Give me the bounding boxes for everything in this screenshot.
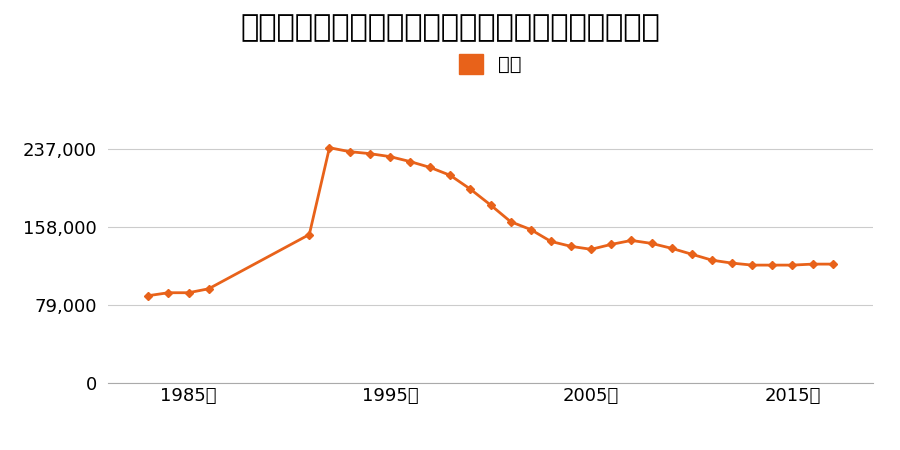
Text: 大阪府大東市中垣内７丁目１０１９番２の地価推移: 大阪府大東市中垣内７丁目１０１９番２の地価推移	[240, 14, 660, 42]
Legend: 価格: 価格	[459, 54, 522, 74]
